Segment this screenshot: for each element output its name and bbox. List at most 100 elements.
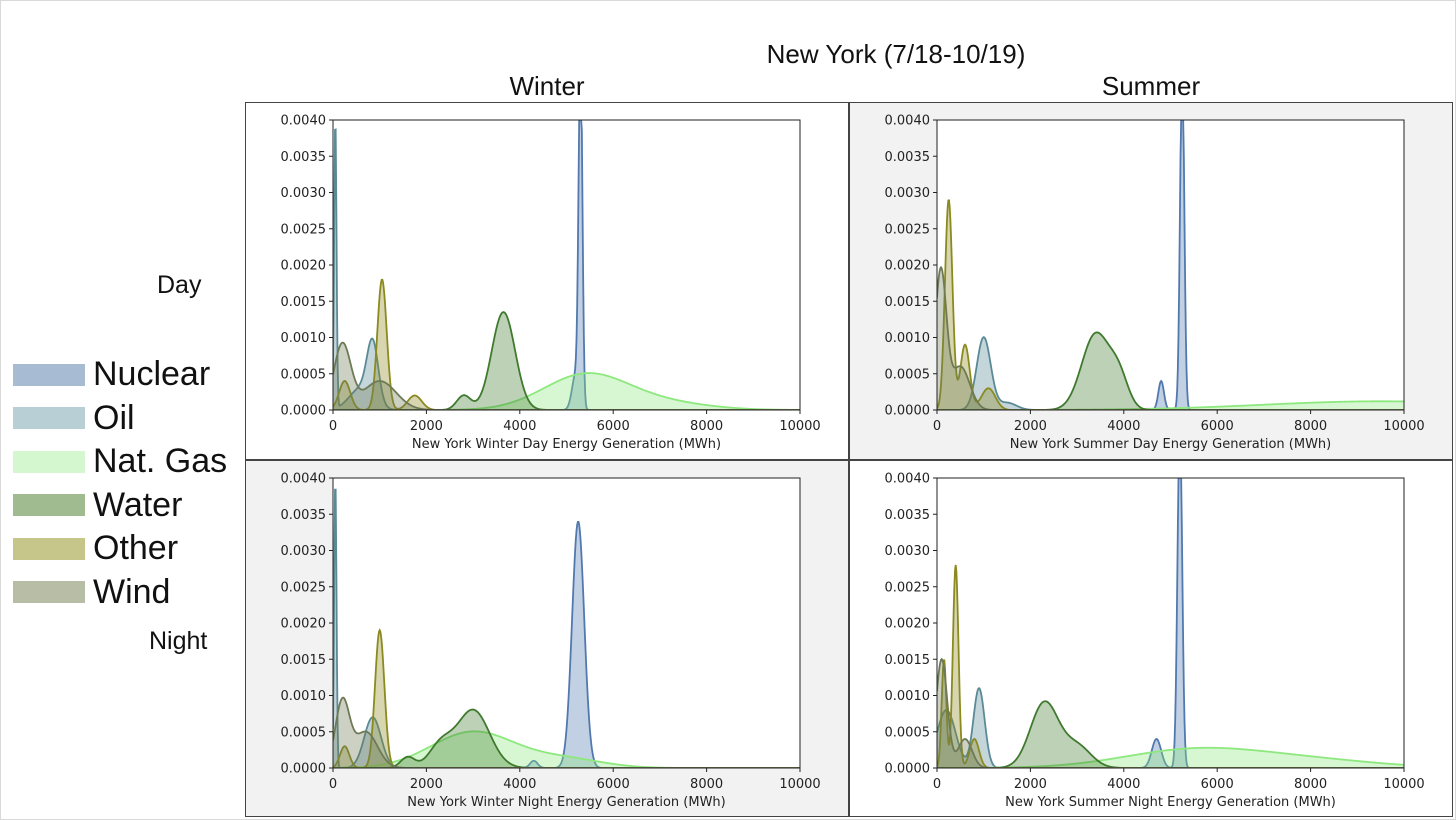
series-area-nat-gas bbox=[937, 747, 1404, 768]
y-tick-label: 0.0040 bbox=[281, 472, 327, 487]
y-tick-label: 0.0040 bbox=[281, 114, 327, 129]
x-tick-label: 10000 bbox=[779, 419, 820, 434]
y-tick-label: 0.0020 bbox=[885, 617, 931, 632]
row-title-night: Night bbox=[149, 627, 208, 655]
y-tick-label: 0.0005 bbox=[281, 725, 327, 740]
y-tick-label: 0.0010 bbox=[281, 331, 327, 346]
series-area-nat-gas bbox=[333, 731, 800, 768]
column-title-summer: Summer bbox=[1101, 71, 1201, 101]
series-area-nat-gas bbox=[937, 401, 1404, 410]
legend-item-nat-gas: Nat. Gas bbox=[13, 440, 227, 484]
series-line-other bbox=[333, 278, 800, 410]
x-tick-label: 10000 bbox=[1383, 777, 1424, 792]
legend-item-wind: Wind bbox=[13, 571, 227, 615]
legend-label: Water bbox=[93, 485, 183, 524]
x-tick-label: 0 bbox=[933, 777, 941, 792]
legend-item-oil: Oil bbox=[13, 397, 227, 441]
y-tick-label: 0.0025 bbox=[281, 222, 327, 237]
y-tick-label: 0.0000 bbox=[281, 762, 327, 777]
figure-title: New York (7/18-10/19) bbox=[766, 39, 1026, 69]
legend-item-water: Water bbox=[13, 484, 227, 528]
y-tick-label: 0.0020 bbox=[885, 259, 931, 274]
y-tick-label: 0.0000 bbox=[281, 404, 327, 419]
legend-item-nuclear: Nuclear bbox=[13, 353, 227, 397]
x-tick-label: 4000 bbox=[503, 777, 536, 792]
series-line-wind bbox=[333, 341, 800, 410]
legend-swatch-nat-gas bbox=[13, 450, 85, 473]
x-tick-label: 4000 bbox=[503, 419, 536, 434]
legend-swatch-other bbox=[13, 537, 85, 560]
series-line-oil bbox=[937, 336, 1404, 410]
series-area-other bbox=[333, 630, 800, 768]
series-line-water bbox=[937, 700, 1404, 768]
y-tick-label: 0.0005 bbox=[281, 367, 327, 382]
series-line-nat-gas bbox=[333, 730, 800, 768]
series-area-nat-gas bbox=[333, 373, 800, 410]
y-tick-label: 0.0040 bbox=[885, 472, 931, 487]
x-axis-label: New York Winter Day Energy Generation (M… bbox=[412, 437, 721, 452]
y-tick-label: 0.0010 bbox=[281, 689, 327, 704]
x-tick-label: 0 bbox=[329, 777, 337, 792]
y-tick-label: 0.0020 bbox=[281, 259, 327, 274]
x-tick-label: 4000 bbox=[1107, 419, 1140, 434]
panel-winter-night: 0.0000 0.0005 0.0010 0.0015 0.0020 0.0025 0.00… bbox=[245, 460, 849, 817]
column-title-winter: Winter bbox=[509, 71, 585, 101]
y-tick-label: 0.0020 bbox=[281, 617, 327, 632]
chart-winter-day: 0.0000 0.0005 0.0010 0.0015 0.0020 0.0025 0.00… bbox=[281, 114, 821, 453]
x-tick-label: 0 bbox=[933, 419, 941, 434]
series-line-water bbox=[333, 708, 800, 768]
legend-label: Nuclear bbox=[93, 355, 211, 394]
y-tick-label: 0.0025 bbox=[885, 222, 931, 237]
x-axis-label: New York Summer Night Energy Generation … bbox=[1005, 795, 1336, 810]
legend-label: Oil bbox=[93, 398, 135, 437]
y-tick-label: 0.0035 bbox=[281, 150, 327, 165]
y-tick-label: 0.0030 bbox=[281, 544, 327, 559]
x-tick-label: 6000 bbox=[1201, 777, 1234, 792]
series-area-oil bbox=[937, 688, 1404, 768]
legend: Nuclear Oil Nat. Gas Water Other Wind bbox=[13, 353, 227, 614]
y-tick-label: 0.0015 bbox=[885, 653, 931, 668]
y-tick-label: 0.0000 bbox=[885, 404, 931, 419]
y-tick-label: 0.0015 bbox=[885, 295, 931, 310]
y-tick-label: 0.0030 bbox=[885, 186, 931, 201]
y-tick-label: 0.0025 bbox=[281, 580, 327, 595]
y-tick-label: 0.0015 bbox=[281, 653, 327, 668]
x-tick-label: 10000 bbox=[1383, 419, 1424, 434]
legend-swatch-nuclear bbox=[13, 363, 85, 386]
x-tick-label: 4000 bbox=[1107, 777, 1140, 792]
chart-summer-day: 0.0000 0.0005 0.0010 0.0015 0.0020 0.0025 0.00… bbox=[885, 114, 1425, 453]
x-axis-label: New York Winter Night Energy Generation … bbox=[407, 795, 725, 810]
y-tick-label: 0.0030 bbox=[885, 544, 931, 559]
legend-label: Nat. Gas bbox=[93, 442, 228, 481]
y-tick-label: 0.0005 bbox=[885, 367, 931, 382]
y-tick-label: 0.0035 bbox=[885, 150, 931, 165]
legend-swatch-wind bbox=[13, 581, 85, 604]
y-tick-label: 0.0040 bbox=[885, 114, 931, 129]
x-tick-label: 8000 bbox=[690, 777, 723, 792]
legend-label: Wind bbox=[93, 572, 171, 611]
plot-area bbox=[937, 120, 1404, 410]
x-tick-label: 0 bbox=[329, 419, 337, 434]
legend-label: Other bbox=[93, 529, 179, 568]
legend-item-other: Other bbox=[13, 527, 227, 571]
panel-summer-night: 0.0000 0.0005 0.0010 0.0015 0.0020 0.0025 0.00… bbox=[849, 460, 1453, 817]
y-tick-label: 0.0035 bbox=[885, 508, 931, 523]
x-tick-label: 6000 bbox=[1201, 419, 1234, 434]
y-tick-label: 0.0005 bbox=[885, 725, 931, 740]
x-tick-label: 2000 bbox=[1014, 419, 1047, 434]
series-area-other bbox=[333, 279, 800, 410]
series-area-water bbox=[333, 709, 800, 768]
x-tick-label: 2000 bbox=[1014, 777, 1047, 792]
y-tick-label: 0.0000 bbox=[885, 762, 931, 777]
x-tick-label: 8000 bbox=[690, 419, 723, 434]
panel-winter-day: 0.0000 0.0005 0.0010 0.0015 0.0020 0.0025 0.00… bbox=[245, 102, 849, 460]
x-tick-label: 8000 bbox=[1294, 419, 1327, 434]
series-area-oil bbox=[937, 337, 1404, 410]
plot-area bbox=[333, 120, 800, 410]
plot-area bbox=[937, 478, 1404, 768]
legend-swatch-oil bbox=[13, 407, 85, 430]
panel-summer-day: 0.0000 0.0005 0.0010 0.0015 0.0020 0.0025 0.00… bbox=[849, 102, 1453, 460]
row-title-day: Day bbox=[157, 271, 202, 299]
x-axis-label: New York Summer Day Energy Generation (M… bbox=[1010, 437, 1332, 452]
